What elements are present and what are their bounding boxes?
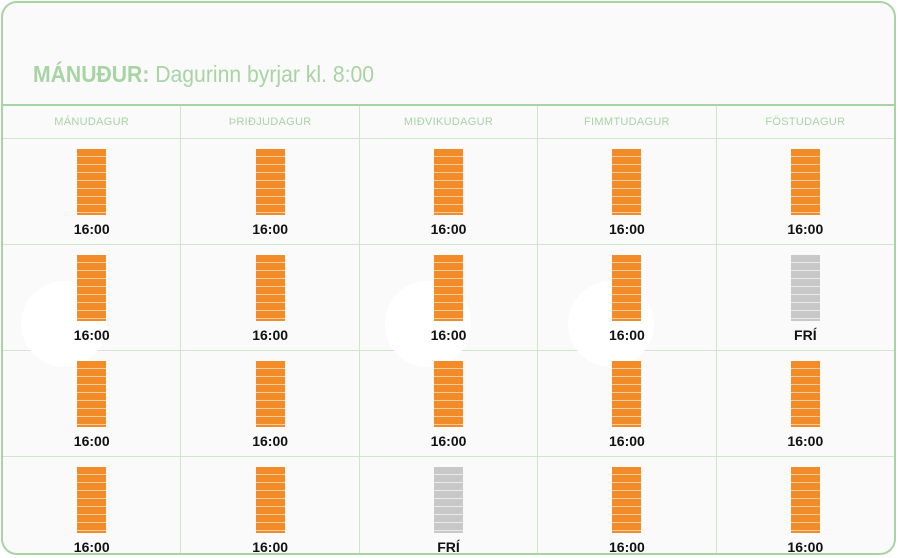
- day-bar: [434, 361, 464, 427]
- day-off-label: FRÍ: [794, 327, 817, 343]
- day-cell: 16:00: [3, 245, 182, 367]
- week-row: 16:00 16:00 16:00 16:00 16:00: [3, 139, 894, 245]
- day-cell: 16:00: [360, 139, 539, 244]
- day-cell: 16:00: [3, 351, 182, 456]
- week-row: 16:00 16:00 16:00 16:00 FRÍ: [3, 245, 894, 367]
- day-cell: 16:00: [717, 351, 894, 456]
- column-header-friday: FÖSTUDAGUR: [765, 116, 846, 128]
- day-cell: 16:00: [538, 457, 717, 555]
- day-bar: [612, 361, 642, 427]
- end-time: 16:00: [787, 221, 824, 237]
- header-divider: [3, 104, 894, 106]
- day-cell: 16:00: [538, 245, 717, 367]
- schedule-grid: MÁNUDAGUR ÞRIÐJUDAGUR MIÐVIKUDAGUR FIMMT…: [3, 106, 894, 555]
- end-time: 16:00: [430, 221, 467, 237]
- day-cell: 16:00: [3, 457, 182, 555]
- day-cell: 16:00: [360, 351, 539, 456]
- day-bar: [612, 255, 642, 321]
- day-cell: FRÍ: [717, 245, 894, 350]
- end-time: 16:00: [73, 221, 110, 237]
- day-off-bar: [434, 467, 464, 533]
- day-bar: [790, 149, 820, 215]
- day-cell: 16:00: [181, 245, 360, 350]
- end-time: 16:00: [787, 539, 824, 555]
- day-bar: [790, 467, 820, 533]
- day-cell: 16:00: [3, 139, 182, 244]
- day-bar: [77, 467, 107, 533]
- week-row: 16:00 16:00 FRÍ 16:00 16:00: [3, 457, 894, 555]
- end-time: 16:00: [430, 433, 467, 449]
- day-off-bar: [790, 255, 820, 321]
- end-time: 16:00: [252, 221, 289, 237]
- column-header-tuesday: ÞRIÐJUDAGUR: [181, 106, 360, 138]
- day-cell: 16:00: [360, 245, 539, 367]
- title-day: MÁNUÐUR:: [33, 61, 150, 87]
- end-time: 16:00: [430, 327, 467, 343]
- end-time: 16:00: [609, 539, 645, 555]
- day-cell: 16:00: [717, 139, 894, 244]
- end-time: 16:00: [73, 327, 110, 343]
- title-text: Dagurinn byrjar kl. 8:00: [155, 61, 375, 87]
- day-bar: [77, 361, 107, 427]
- end-time: 16:00: [252, 327, 289, 343]
- day-cell: 16:00: [538, 351, 717, 456]
- end-time: 16:00: [609, 433, 645, 449]
- column-header-monday: MÁNUDAGUR: [3, 106, 182, 138]
- day-bar: [255, 467, 285, 533]
- end-time: 16:00: [73, 433, 110, 449]
- end-time: 16:00: [252, 433, 289, 449]
- end-time: 16:00: [609, 327, 645, 343]
- day-bar: [255, 149, 285, 215]
- end-time: 16:00: [787, 433, 824, 449]
- day-bar: [77, 255, 107, 321]
- column-header-wednesday: MIÐVIKUDAGUR: [360, 106, 539, 138]
- day-bar: [434, 255, 464, 321]
- day-cell: 16:00: [181, 457, 360, 555]
- day-bar: [434, 149, 464, 215]
- day-bar: [790, 361, 820, 427]
- week-row: 16:00 16:00 16:00 16:00 16:00: [3, 351, 894, 457]
- day-bar: [255, 255, 285, 321]
- end-time: 16:00: [73, 539, 110, 555]
- column-header-thursday: FIMMTUDAGUR: [538, 106, 717, 138]
- day-cell: 16:00: [181, 139, 360, 244]
- day-off-label: FRÍ: [437, 539, 460, 555]
- end-time: 16:00: [252, 539, 289, 555]
- page-title: MÁNUÐUR: Dagurinn byrjar kl. 8:00: [33, 61, 374, 88]
- day-bar: [255, 361, 285, 427]
- day-cell: 16:00: [181, 351, 360, 456]
- day-cell: FRÍ: [360, 457, 539, 555]
- day-bar: [612, 467, 642, 533]
- column-header-row: MÁNUDAGUR ÞRIÐJUDAGUR MIÐVIKUDAGUR FIMMT…: [3, 106, 894, 139]
- day-bar: [77, 149, 107, 215]
- day-cell: 16:00: [717, 457, 894, 555]
- day-bar: [612, 149, 642, 215]
- end-time: 16:00: [609, 221, 645, 237]
- day-cell: 16:00: [538, 139, 717, 244]
